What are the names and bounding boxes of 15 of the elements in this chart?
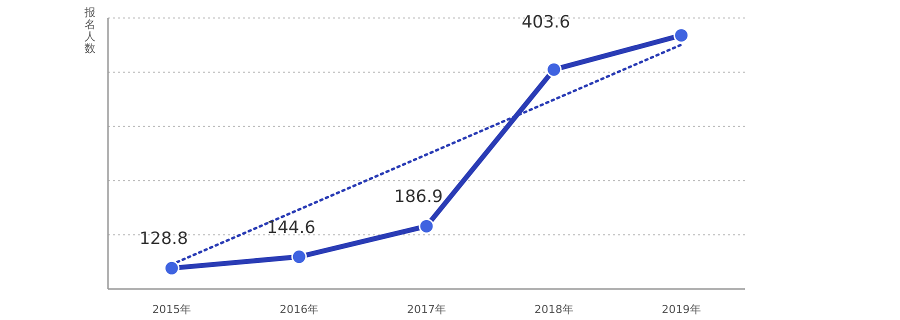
data-label: 128.8 xyxy=(139,229,188,250)
point xyxy=(291,249,307,265)
x-tick-label: 2017年 xyxy=(407,303,446,316)
point xyxy=(418,218,434,234)
data-label: 144.6 xyxy=(266,218,316,238)
x-tick-label: 2016年 xyxy=(280,303,319,316)
y-axis-title: 报名人数 xyxy=(84,6,96,55)
x-tick-label: 2019年 xyxy=(662,303,701,316)
point xyxy=(674,28,690,44)
data-label: 403.6 xyxy=(522,12,570,33)
x-tick-label: 2018年 xyxy=(534,303,574,316)
x-tick-label: 2015年 xyxy=(152,303,192,316)
point xyxy=(164,260,180,276)
data-label: 186.9 xyxy=(394,187,443,208)
point xyxy=(546,62,562,78)
